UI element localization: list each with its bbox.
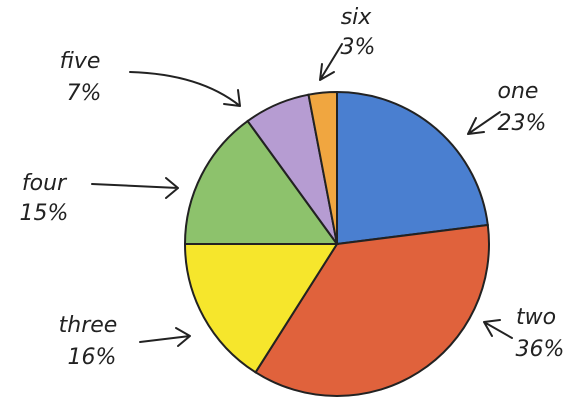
slice-name: five xyxy=(60,49,101,74)
slice-value-label: 36% xyxy=(516,337,565,362)
arrow xyxy=(467,111,501,135)
slice-name: six xyxy=(341,5,373,30)
slice-value-label: 3% xyxy=(341,35,376,60)
slice-name: four xyxy=(22,171,68,196)
pie-slice xyxy=(254,223,490,397)
pie-slice xyxy=(336,90,489,246)
arrow xyxy=(483,319,513,339)
pie-slice xyxy=(183,243,339,374)
pie-slice xyxy=(183,119,339,245)
arrow xyxy=(319,43,343,81)
slice-name: two xyxy=(516,305,556,330)
slice-name: three xyxy=(59,313,118,338)
slice-name: one xyxy=(498,79,539,104)
slice-value-label: 7% xyxy=(67,81,102,106)
arrow xyxy=(91,177,179,199)
slice-value-label: 15% xyxy=(20,201,69,226)
arrow xyxy=(129,71,241,107)
arrows xyxy=(91,43,513,347)
arrow xyxy=(139,327,191,347)
pie-slice xyxy=(307,90,338,245)
slice-value-label: 16% xyxy=(68,345,117,370)
slice-value-label: 23% xyxy=(498,111,547,136)
